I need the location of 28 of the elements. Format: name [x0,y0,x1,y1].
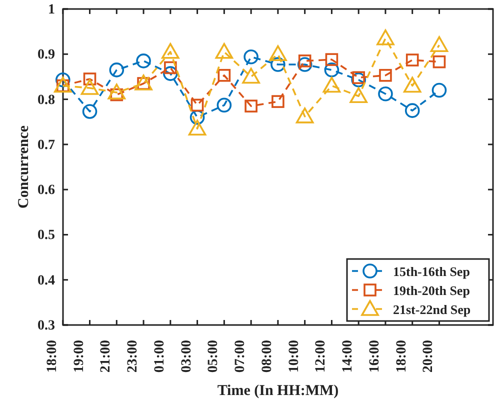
x-axis-title: Time (In HH:MM) [217,383,339,399]
x-tick-label: 19:00 [72,340,87,373]
x-tick-label: 21:00 [98,340,114,373]
legend-label: 15th-16th Sep [393,264,470,279]
x-tick-label: 18:00 [394,340,410,373]
y-tick-label: 0.4 [38,273,55,288]
y-tick-label: 0.9 [38,48,55,63]
y-tick-label: 0.3 [38,318,55,334]
x-tick-label: 03:00 [179,340,194,373]
legend-label: 21st-22nd Sep [393,302,471,317]
legend-label: 19th-20th Sep [393,283,470,298]
x-tick-label: 23:00 [126,340,141,373]
x-tick-label: 14:00 [340,340,356,373]
x-tick-label: 10:00 [286,340,302,373]
x-tick-label: 07:00 [233,340,248,373]
x-tick-label: 16:00 [367,340,382,373]
x-tick-label: 05:00 [206,340,222,373]
y-tick-label: 0.6 [38,183,55,198]
y-tick-label: 1 [48,2,55,18]
x-tick-label: 20:00 [421,340,436,373]
x-tick-label: 12:00 [314,340,329,373]
y-tick-label: 0.8 [38,92,55,108]
y-tick-label: 0.5 [38,228,55,244]
y-tick-label: 0.7 [38,138,55,153]
x-tick-label: 18:00 [44,340,60,373]
x-tick-label: 01:00 [152,340,168,373]
y-axis-title: Concurrence [16,125,32,209]
x-tick-label: 08:00 [260,340,275,373]
